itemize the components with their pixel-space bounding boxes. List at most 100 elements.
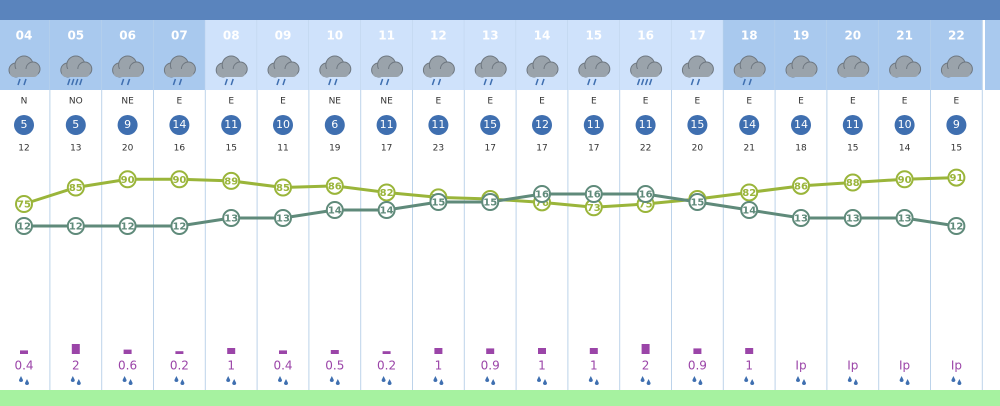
precip-label: Ip — [847, 359, 858, 373]
drop-icon — [951, 376, 956, 382]
temperature-marker — [947, 217, 966, 235]
wind-speed: 9 — [953, 118, 960, 131]
humidity-label: 82 — [742, 188, 756, 199]
wind-speed: 9 — [124, 118, 131, 131]
temperature-marker — [274, 209, 292, 227]
cloud-part — [838, 69, 867, 77]
temperature-marker — [170, 217, 189, 235]
hour-cell — [567, 20, 620, 90]
precip-bar — [538, 348, 546, 354]
humidity-label: 73 — [587, 203, 601, 214]
rain-drop — [593, 78, 597, 86]
cloud-part — [424, 69, 453, 77]
hour-label: 11 — [378, 29, 395, 43]
drop-icon — [70, 376, 75, 382]
humidity-label: 88 — [846, 178, 860, 189]
bottom-strip — [0, 390, 1000, 406]
hour-label: 12 — [430, 29, 447, 43]
wind-speed: 11 — [431, 118, 445, 131]
humidity-label: 89 — [224, 176, 238, 187]
cloud-part — [942, 69, 971, 77]
wind-direction: E — [177, 97, 183, 107]
drop-icon — [537, 376, 541, 382]
temperature-marker — [118, 217, 137, 235]
drop-icon — [692, 376, 697, 382]
hour-cell — [516, 20, 568, 90]
drop-icon — [278, 376, 282, 382]
precip-label: 1 — [227, 359, 235, 373]
cloud-part — [631, 69, 660, 77]
temperature-label: 13 — [224, 214, 238, 225]
rain-drop — [644, 78, 649, 86]
weather-icon — [940, 55, 973, 78]
temperature-label: 15 — [483, 198, 497, 209]
hour-label: 21 — [896, 29, 913, 43]
humidity-label: 86 — [794, 181, 808, 192]
drop-icon — [122, 376, 127, 382]
hour-label: 07 — [171, 29, 188, 43]
weather-icon — [8, 55, 41, 86]
gust-value: 19 — [329, 144, 341, 154]
precip-label: 0.6 — [118, 359, 137, 373]
cloud-part — [890, 69, 919, 77]
precip-label: 2 — [642, 359, 650, 373]
precip-bar — [123, 349, 132, 354]
hour-cell — [826, 20, 879, 90]
temperature-label: 13 — [846, 214, 860, 225]
hour-cell — [878, 20, 931, 90]
humidity-marker — [895, 170, 914, 189]
cloud-part — [10, 69, 38, 77]
temperature-label: 16 — [639, 190, 653, 201]
drop-icon — [491, 379, 496, 385]
wind-speed: 14 — [794, 118, 808, 131]
drop-icon — [232, 379, 237, 385]
wind-direction: NE — [329, 97, 342, 107]
drop-icon — [796, 376, 800, 382]
weather-icon — [215, 55, 248, 86]
drop-icon — [640, 376, 645, 382]
cloud-part — [528, 69, 556, 77]
drop-icon — [905, 379, 910, 385]
rain-drop — [541, 78, 545, 86]
precip-bar — [20, 350, 28, 354]
temperature-label: 12 — [121, 222, 135, 233]
top-bar — [0, 0, 1000, 20]
hour-label: 05 — [67, 29, 84, 43]
precip-label: 0.4 — [273, 359, 292, 373]
wind-direction: E — [798, 97, 804, 107]
rain-drop — [690, 78, 695, 86]
weather-icon — [837, 55, 870, 78]
temperature-label: 16 — [535, 190, 549, 201]
humidity-label: 90 — [172, 175, 186, 186]
rain-drop — [748, 78, 752, 86]
hour-label: 18 — [741, 29, 758, 43]
wind-direction: E — [591, 97, 597, 107]
rain-drop — [79, 78, 83, 86]
wind-badge — [791, 115, 811, 135]
temperature-label: 12 — [172, 222, 186, 233]
hour-label: 22 — [948, 29, 965, 43]
wind-direction: E — [228, 97, 234, 107]
precip-bar — [641, 344, 650, 354]
humidity-label: 75 — [639, 200, 653, 211]
rain-drop — [636, 78, 641, 86]
wind-direction: NE — [380, 97, 393, 107]
drop-icon — [180, 379, 185, 385]
humidity-marker — [377, 183, 396, 202]
humidity-label: 91 — [949, 173, 963, 184]
wind-speed: 14 — [172, 118, 186, 131]
temperature-label: 13 — [794, 214, 808, 225]
hour-cell — [257, 20, 309, 90]
cloud-part — [113, 69, 142, 77]
precip-bar — [71, 344, 80, 354]
drop-icon — [335, 379, 340, 385]
wind-speed: 5 — [72, 118, 79, 131]
wind-direction: E — [280, 97, 286, 107]
drop-icon — [485, 376, 490, 382]
rain-drop — [489, 78, 493, 86]
temperature-label: 15 — [690, 198, 704, 209]
weather-icon — [474, 55, 507, 86]
hour-label: 20 — [844, 29, 861, 43]
wind-direction: NE — [121, 97, 134, 107]
wind-badge — [117, 115, 138, 135]
